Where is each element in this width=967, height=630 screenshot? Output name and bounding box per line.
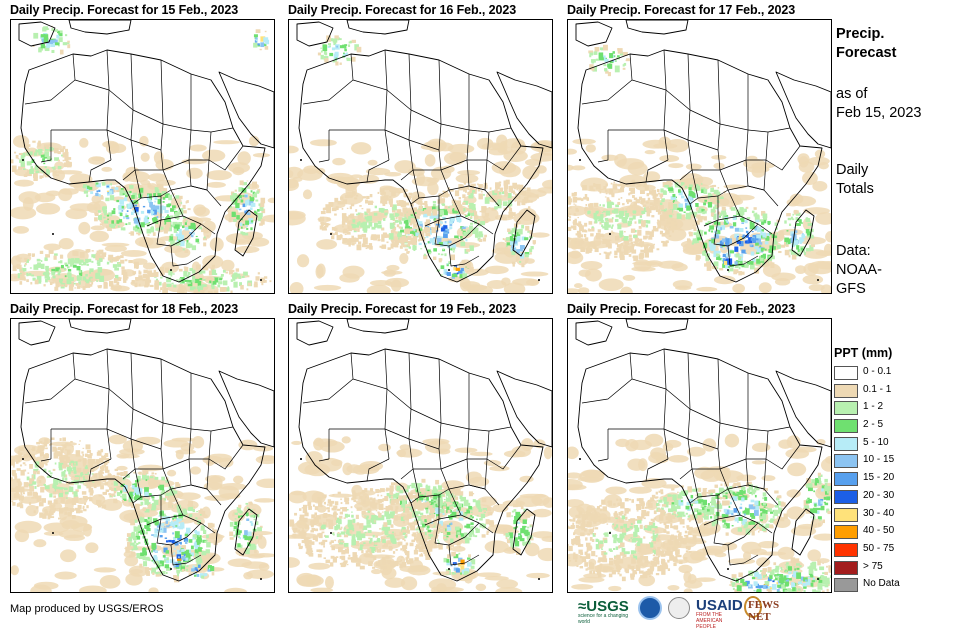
totals-note: Daily Totals: [836, 161, 874, 199]
forecast-panel-19-feb: Daily Precip. Forecast for 19 Feb., 2023: [288, 302, 553, 595]
precip-map: [10, 318, 275, 593]
totals-line: Totals: [836, 180, 874, 199]
panel-title: Daily Precip. Forecast for 20 Feb., 2023: [567, 302, 832, 318]
forecast-panel-15-feb: Daily Precip. Forecast for 15 Feb., 2023: [10, 3, 275, 296]
legend-label: 20 - 30: [863, 490, 894, 501]
side-title-line: Forecast: [836, 44, 896, 63]
legend-rows: 0 - 0.1 0.1 - 1 1 - 2 2 - 5 5 - 10 10 - 15 15 …: [834, 364, 954, 594]
legend-label: 5 - 10: [863, 437, 889, 448]
precip-map: [288, 19, 553, 294]
legend-item: 1 - 2: [834, 399, 954, 417]
precip-map: [10, 19, 275, 294]
legend-item: 30 - 40: [834, 506, 954, 524]
legend-title: PPT (mm): [834, 346, 954, 360]
fews-net-logo: FEWS NET: [748, 599, 779, 623]
legend-label: 10 - 15: [863, 454, 894, 465]
panel-title: Daily Precip. Forecast for 18 Feb., 2023: [10, 302, 275, 318]
forecast-panel-17-feb: Daily Precip. Forecast for 17 Feb., 2023: [567, 3, 832, 296]
precip-map: [567, 19, 832, 294]
side-title: Precip. Forecast: [836, 25, 896, 63]
legend-item: 2 - 5: [834, 417, 954, 435]
legend-swatch: [834, 454, 858, 468]
legend-swatch: [834, 472, 858, 486]
legend-item: 5 - 10: [834, 435, 954, 453]
totals-line: Daily: [836, 161, 874, 180]
precip-map: [288, 318, 553, 593]
legend-item: 20 - 30: [834, 488, 954, 506]
usaid-logo: USAID FROM THE AMERICAN PEOPLE: [696, 597, 743, 630]
legend-item: No Data: [834, 576, 954, 594]
ppt-legend: PPT (mm) 0 - 0.1 0.1 - 1 1 - 2 2 - 5 5 - 10 1…: [834, 346, 954, 594]
legend-swatch: [834, 561, 858, 575]
government-seal-icon: [668, 597, 690, 619]
legend-item: 10 - 15: [834, 452, 954, 470]
usaid-tagline: FROM THE AMERICAN PEOPLE: [696, 612, 743, 630]
legend-label: 50 - 75: [863, 543, 894, 554]
legend-item: > 75: [834, 559, 954, 577]
as-of-value: Feb 15, 2023: [836, 104, 921, 123]
forecast-panel-20-feb: Daily Precip. Forecast for 20 Feb., 2023: [567, 302, 832, 595]
legend-label: > 75: [863, 561, 883, 572]
map-credit: Map produced by USGS/EROS: [10, 603, 163, 615]
legend-swatch: [834, 366, 858, 380]
panel-title: Daily Precip. Forecast for 16 Feb., 2023: [288, 3, 553, 19]
legend-swatch: [834, 578, 858, 592]
legend-label: 0 - 0.1: [863, 366, 891, 377]
usgs-tagline: science for a changing world: [578, 613, 629, 625]
precip-map: [567, 318, 832, 593]
legend-swatch: [834, 401, 858, 415]
legend-item: 0 - 0.1: [834, 364, 954, 382]
as-of-label: as of: [836, 85, 921, 104]
panel-title: Daily Precip. Forecast for 17 Feb., 2023: [567, 3, 832, 19]
legend-label: 2 - 5: [863, 419, 883, 430]
noaa-logo-icon: [638, 596, 662, 620]
legend-item: 40 - 50: [834, 523, 954, 541]
forecast-panel-18-feb: Daily Precip. Forecast for 18 Feb., 2023: [10, 302, 275, 595]
panel-title: Daily Precip. Forecast for 19 Feb., 2023: [288, 302, 553, 318]
data-source-line: NOAA-: [836, 261, 882, 280]
forecast-panel-16-feb: Daily Precip. Forecast for 16 Feb., 2023: [288, 3, 553, 296]
legend-item: 50 - 75: [834, 541, 954, 559]
as-of-date: as of Feb 15, 2023: [836, 85, 921, 123]
data-source-line: GFS: [836, 280, 882, 299]
legend-label: 0.1 - 1: [863, 384, 891, 395]
legend-label: 1 - 2: [863, 401, 883, 412]
legend-swatch: [834, 437, 858, 451]
legend-label: 15 - 20: [863, 472, 894, 483]
legend-item: 15 - 20: [834, 470, 954, 488]
legend-label: No Data: [863, 578, 900, 589]
legend-swatch: [834, 525, 858, 539]
data-source-line: Data:: [836, 242, 882, 261]
side-title-line: Precip.: [836, 25, 896, 44]
legend-swatch: [834, 508, 858, 522]
panel-title: Daily Precip. Forecast for 15 Feb., 2023: [10, 3, 275, 19]
legend-item: 0.1 - 1: [834, 382, 954, 400]
legend-swatch: [834, 384, 858, 398]
legend-label: 30 - 40: [863, 508, 894, 519]
data-source: Data: NOAA- GFS: [836, 242, 882, 299]
legend-swatch: [834, 543, 858, 557]
legend-label: 40 - 50: [863, 525, 894, 536]
legend-swatch: [834, 419, 858, 433]
usgs-logo: ≈USGS science for a changing world: [578, 598, 629, 625]
legend-swatch: [834, 490, 858, 504]
